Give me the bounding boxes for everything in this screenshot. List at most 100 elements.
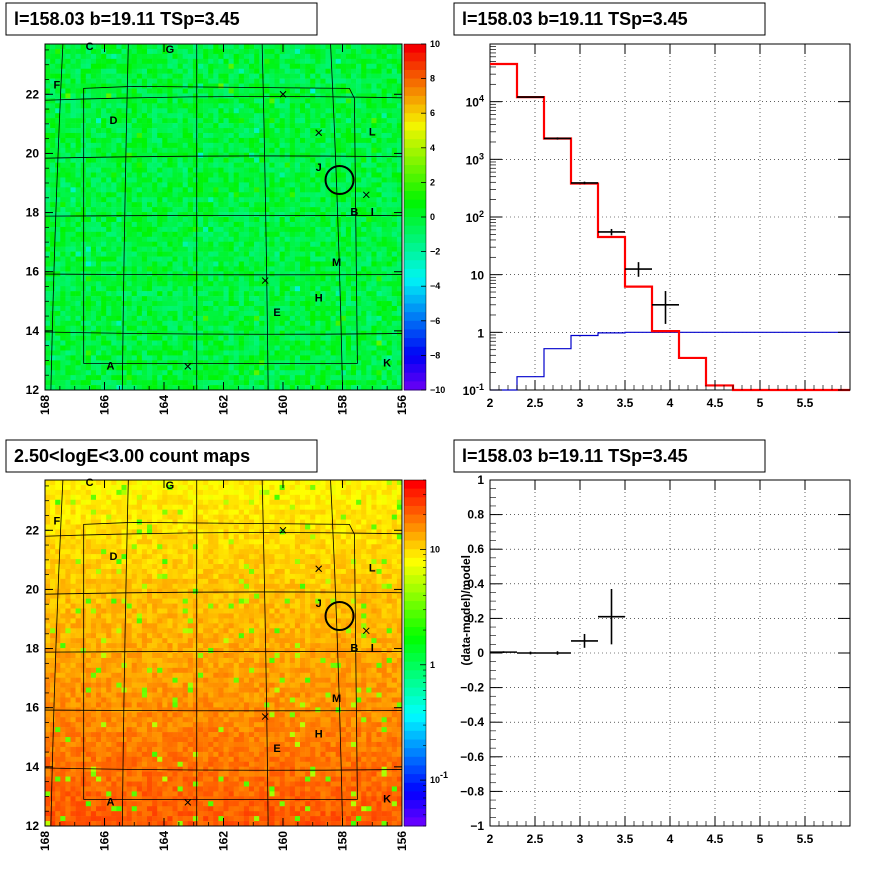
map-pixel [269,98,275,104]
map-pixel [351,251,357,257]
map-pixel [351,197,357,203]
map-pixel [223,266,229,272]
map-pixel [315,320,321,327]
map-pixel [259,335,265,341]
map-pixel [243,360,250,366]
map-pixel [340,345,347,351]
map-pixel [208,271,214,277]
map-pixel [300,271,306,277]
map-pixel [274,157,280,163]
map-pixel [330,310,336,317]
map-pixel [218,236,224,243]
map-pixel [55,385,61,391]
map-pixel [187,167,194,173]
map-pixel [65,98,71,104]
map-pixel [55,98,61,104]
map-pixel [208,157,214,163]
map-pixel [152,162,158,168]
map-pixel [238,123,245,129]
map-pixel [126,152,132,158]
map-pixel [50,192,56,198]
map-pixel [325,44,331,50]
map-pixel [106,113,112,119]
map-pixel [213,167,219,173]
map-pixel [279,58,285,65]
map-pixel [96,207,102,213]
map-pixel [381,365,387,371]
map-pixel [157,132,163,139]
map-pixel [182,152,189,158]
map-pixel [371,375,377,381]
map-pixel [101,355,107,361]
map-pixel [345,286,352,292]
map-pixel [147,350,153,356]
map-pixel [259,370,265,376]
map-pixel [152,132,158,139]
map-pixel [305,108,311,114]
map-pixel [96,142,102,149]
y-tick-label: 12 [26,383,40,397]
map-pixel [233,58,240,65]
map-pixel [147,187,153,193]
map-pixel [366,44,372,50]
map-pixel [386,315,393,322]
map-pixel [182,305,189,312]
map-pixel [85,83,92,89]
map-pixel [381,207,387,213]
map-pixel [121,157,127,163]
map-pixel [356,177,362,183]
map-pixel [50,48,56,55]
map-pixel [203,78,209,84]
map-pixel [325,93,331,99]
map-pixel [60,231,66,238]
map-pixel [371,325,377,331]
map-pixel [162,345,168,351]
map-pixel [238,217,245,223]
map-pixel [96,103,102,109]
map-pixel [198,177,204,183]
map-pixel [223,177,229,183]
map-pixel [264,360,270,366]
survey-outline [83,85,358,364]
map-pixel [70,246,76,252]
map-pixel [65,78,71,84]
map-pixel [116,123,122,129]
map-pixel [279,44,285,50]
map-pixel [111,365,117,371]
map-pixel [345,335,352,341]
map-pixel [376,305,382,312]
map-pixel [371,58,377,65]
map-pixel [335,370,342,376]
map-pixel [330,73,336,79]
map-pixel [147,118,153,124]
meridian-line [261,43,269,391]
map-pixel [371,44,377,50]
map-pixel [284,315,291,322]
map-pixel [396,68,403,74]
map-pixel [376,172,382,178]
map-pixel [147,251,153,257]
map-pixel [391,147,398,154]
map-pixel [223,187,229,193]
map-pixel [274,335,280,341]
map-pixel [254,113,260,119]
map-pixel [106,157,112,163]
map-pixel [361,241,367,247]
map-pixel [396,118,403,124]
map-pixel [96,241,102,247]
map-pixel [208,355,214,361]
map-pixel [75,261,81,267]
map-pixel [305,182,311,188]
map-pixel [289,157,296,163]
map-pixel [310,296,316,302]
map-pixel [279,315,285,322]
map-pixel [116,370,122,376]
map-pixel [315,305,321,312]
y-tick-label: 22 [26,87,40,101]
map-pixel [335,187,342,193]
map-pixel [75,118,81,124]
map-pixel [376,103,382,109]
map-pixel [141,108,148,114]
map-pixel [203,177,209,183]
map-pixel [330,132,336,139]
